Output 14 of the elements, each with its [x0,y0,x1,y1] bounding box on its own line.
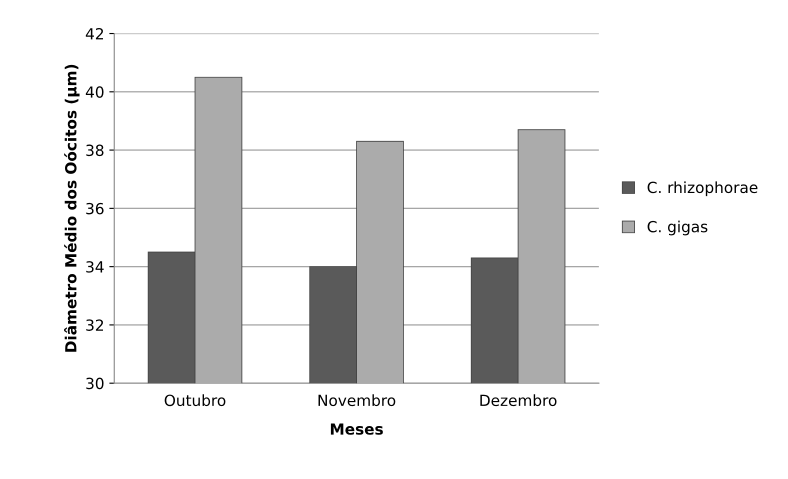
x-tick-label: Dezembro [480,394,556,406]
y-tick-label: 34 [86,261,104,273]
y-axis-title: Diâmetro Médio dos Oócitos (µm) [64,64,80,352]
legend-label: C. gigas [648,220,708,236]
y-tick-label: 32 [86,319,104,331]
y-tick-label: 42 [86,28,104,40]
x-tick-label: Novembro [318,394,396,406]
legend-label: C. rhizophorae [648,181,758,196]
x-axis-title: Meses [330,423,383,435]
y-tick-label: 36 [86,202,104,214]
y-tick-label: 30 [86,378,104,390]
x-tick-label: Outubro [164,394,226,406]
y-tick-label: 38 [86,144,104,156]
y-tick-label: 40 [86,86,104,98]
